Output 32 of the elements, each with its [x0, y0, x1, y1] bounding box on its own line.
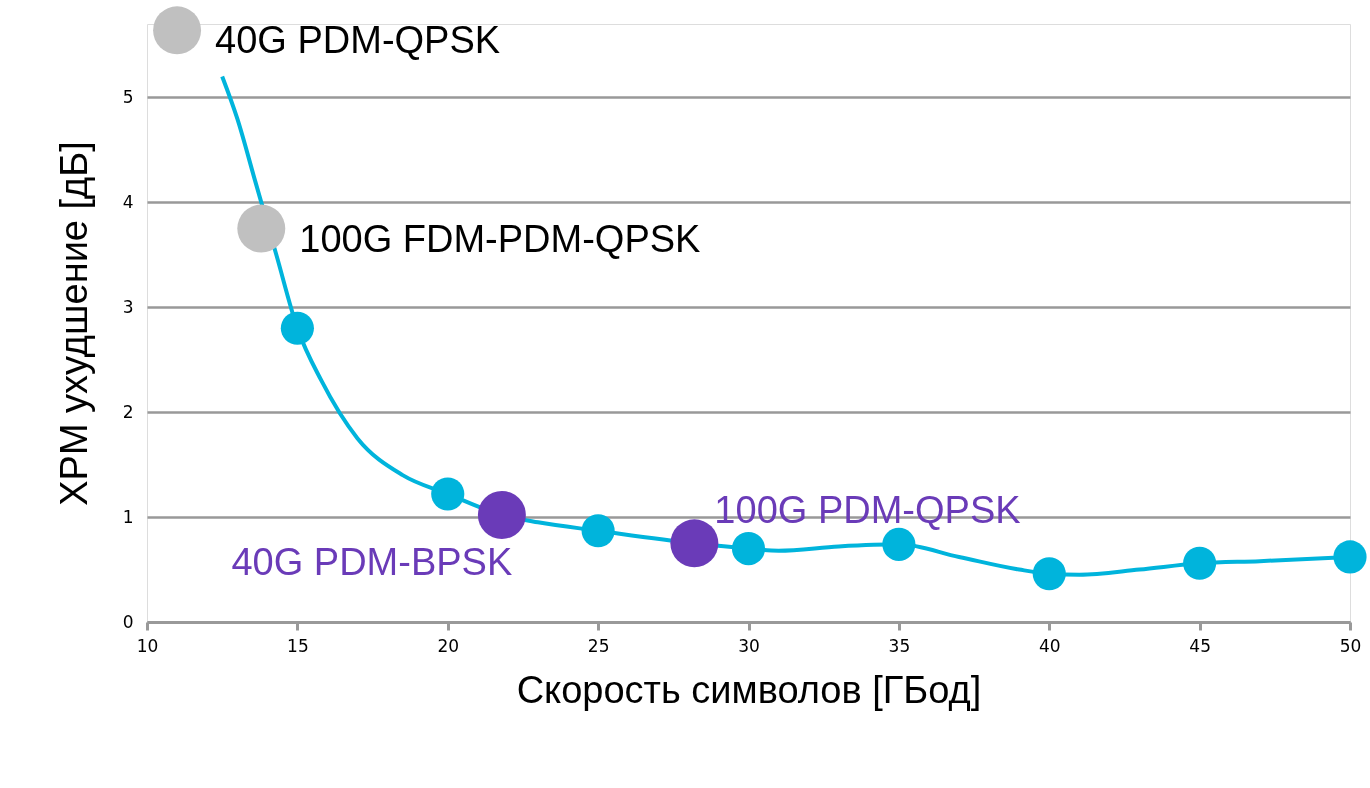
x-tick-label: 20 — [437, 635, 460, 656]
x-axis-title: Скорость символов [ГБод] — [516, 668, 982, 711]
point — [477, 491, 526, 539]
annotation: 40G PDM-QPSK — [215, 19, 501, 62]
x-tick-label: 15 — [287, 635, 309, 656]
x-tick-label: 45 — [1189, 635, 1211, 656]
y-tick-label: 1 — [122, 506, 134, 527]
point — [670, 519, 719, 568]
y-tick-label: 3 — [122, 296, 134, 317]
y-tick-label: 4 — [122, 191, 134, 212]
y-tick-label: 2 — [122, 401, 134, 422]
y-axis-title: XPM ухудшение [дБ] — [52, 141, 95, 506]
series-label: 100G PDM-QPSK — [714, 489, 1021, 532]
x-tick-label: 35 — [888, 635, 911, 656]
x-tick-label: 30 — [738, 635, 760, 656]
x-tick-label: 25 — [587, 635, 610, 656]
x-tick-label: 10 — [136, 635, 159, 656]
point — [1032, 557, 1066, 591]
point — [581, 514, 615, 548]
annotation: 100G FDM-PDM-QPSK — [299, 217, 701, 260]
point — [1183, 546, 1217, 580]
series-label: 40G PDM-BPSK — [231, 540, 513, 583]
point — [153, 6, 202, 55]
y-tick-label: 0 — [122, 611, 134, 632]
point — [280, 311, 314, 345]
y-tick-label: 5 — [122, 86, 134, 107]
point — [431, 477, 465, 511]
point — [1333, 540, 1367, 574]
point — [237, 204, 286, 253]
x-tick-label: 40 — [1038, 635, 1061, 656]
point — [731, 532, 766, 566]
x-tick-label: 50 — [1339, 635, 1362, 656]
